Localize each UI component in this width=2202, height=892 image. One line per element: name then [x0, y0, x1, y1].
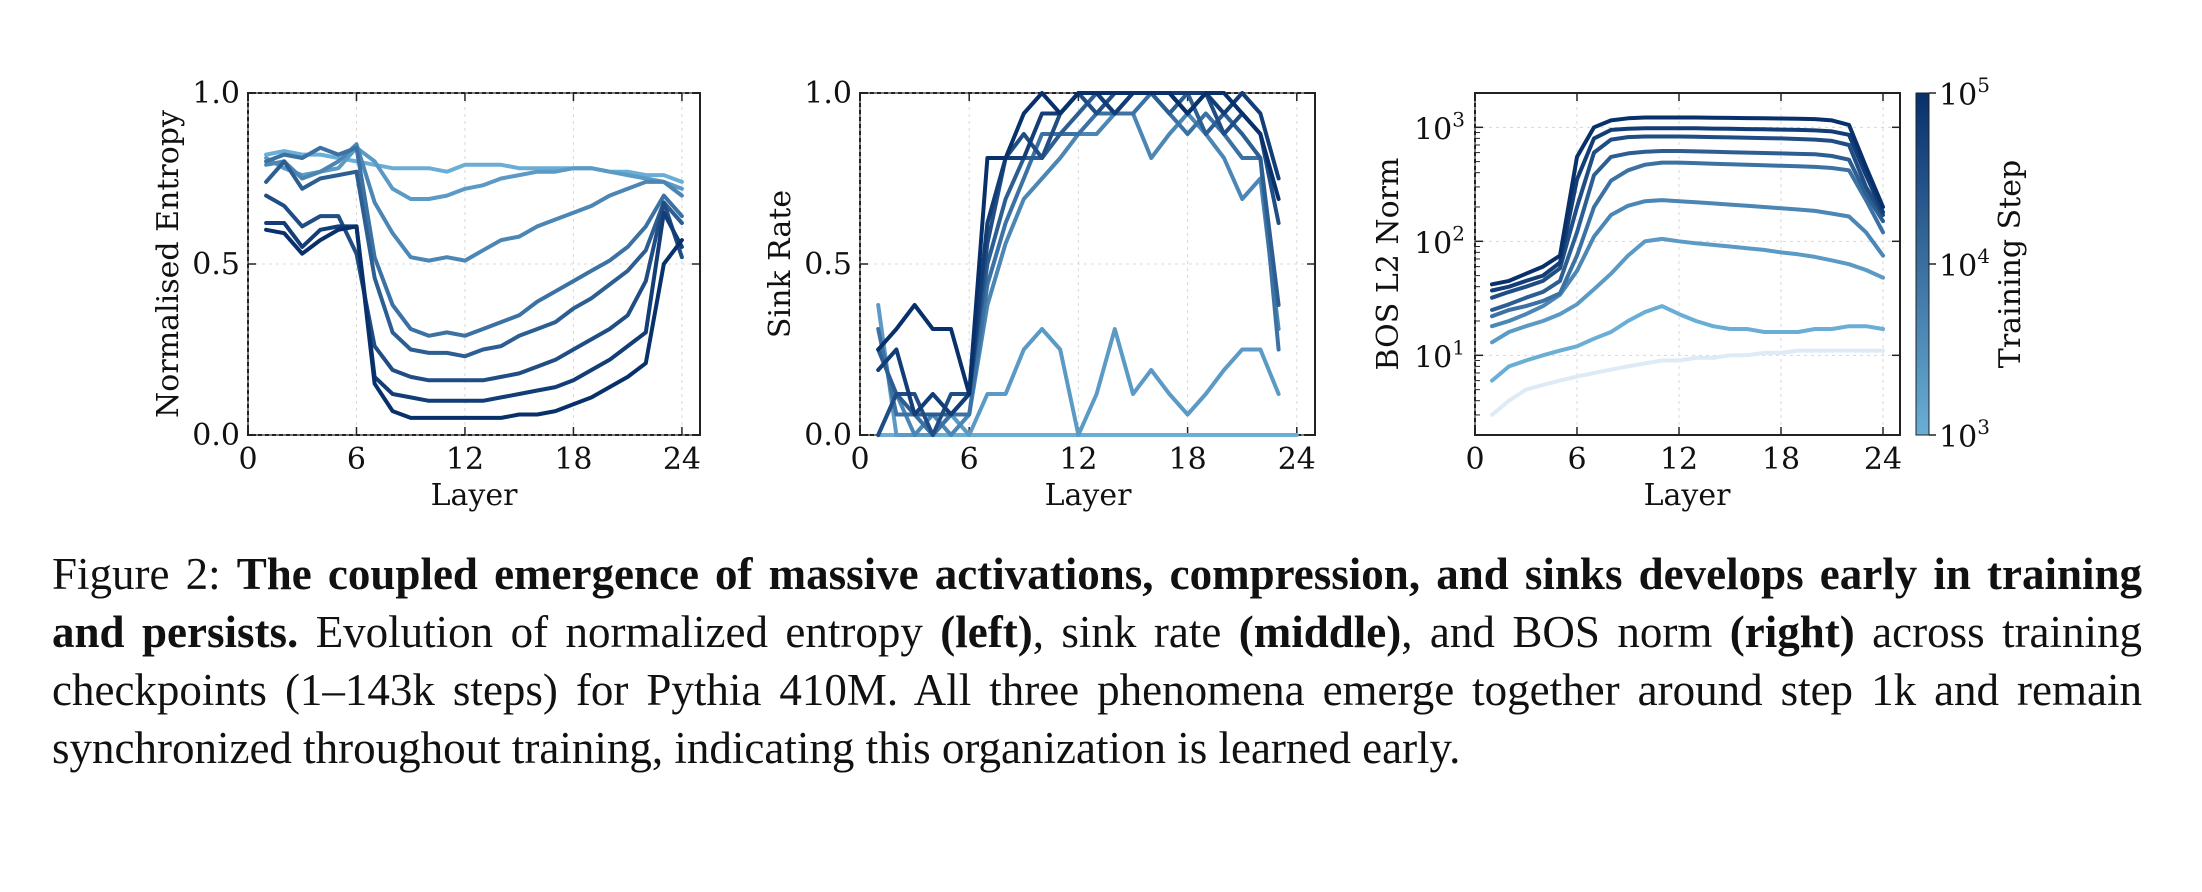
series-line — [1490, 304, 1885, 383]
caption-figure-label: Figure 2: — [52, 549, 221, 599]
series-line — [1490, 126, 1885, 293]
series-line — [876, 91, 1281, 396]
entropy-ylabel: Normalised Entropy — [151, 110, 186, 418]
series-line — [264, 145, 684, 338]
caption-bold-title: The coupled emergence of massive activat… — [52, 549, 2143, 657]
caption-text-1: Evolution of normalized entropy — [315, 607, 923, 657]
y-tick-label: 102 — [1414, 221, 1465, 261]
entropy-lines — [264, 142, 684, 420]
y-tick-label: 0.0 — [804, 418, 852, 453]
caption-text-5: across training checkpoints (1–143k step… — [52, 607, 2143, 773]
colorbar-tick-label: 103 — [1939, 415, 1990, 455]
series-line — [264, 159, 684, 359]
series-line — [264, 210, 684, 403]
series-line — [876, 91, 1281, 417]
colorbar-tick-label: 104 — [1939, 244, 1990, 284]
x-tick-label: 24 — [1278, 442, 1316, 477]
x-tick-label: 18 — [1169, 442, 1207, 477]
x-tick-label: 12 — [1660, 442, 1698, 477]
sink-ticks: 0 6 12 18 24 0.0 0.5 1.0 — [804, 76, 1316, 477]
bos-lines — [1490, 115, 1885, 417]
x-tick-label: 0 — [238, 442, 257, 477]
y-tick-label: 0.5 — [192, 247, 240, 282]
x-tick-label: 24 — [1864, 442, 1902, 477]
bos-ticks: 0 6 12 18 24 101 102 103 — [1414, 93, 1902, 477]
series-line — [264, 142, 684, 263]
entropy-ticks: 0 6 12 18 24 0.0 0.5 1.0 — [192, 76, 701, 477]
y-tick-label: 103 — [1414, 107, 1465, 147]
series-line — [264, 145, 684, 201]
y-tick-label: 1.0 — [192, 76, 240, 111]
caption-bos-word: BOS — [1512, 607, 1600, 657]
caption-text-4: norm — [1617, 607, 1713, 657]
series-line — [876, 91, 1281, 437]
colorbar-ticks: 105 104 103 — [1929, 73, 1990, 455]
colorbar-label: Training Step — [1993, 160, 2028, 368]
series-line — [1490, 134, 1885, 300]
bos-axes-frame — [1474, 92, 1901, 436]
series-line — [876, 111, 1281, 437]
x-tick-label: 0 — [1465, 442, 1484, 477]
colorbar: 105 104 103 Training Step — [1915, 73, 2028, 455]
figure: 0 6 12 18 24 0.0 0.5 1.0 Layer Normalised Entro… — [151, 73, 2028, 513]
caption-text-2: , sink rate — [1032, 607, 1222, 657]
series-line — [1490, 348, 1885, 417]
x-tick-label: 0 — [850, 442, 869, 477]
sink-panel: 0 6 12 18 24 0.0 0.5 1.0 Layer Sink Rate — [763, 76, 1316, 513]
colorbar-gradient — [1915, 92, 1930, 436]
series-line — [1490, 160, 1885, 319]
x-tick-label: 12 — [446, 442, 484, 477]
caption-middle-label: (middle) — [1238, 607, 1402, 657]
sink-xlabel: Layer — [1045, 478, 1133, 513]
bos-ylabel: BOS L2 Norm — [1371, 158, 1406, 371]
sink-grid — [859, 92, 1315, 436]
series-line — [1490, 149, 1885, 312]
x-tick-label: 6 — [1567, 442, 1586, 477]
y-tick-label: 0.0 — [192, 418, 240, 453]
series-line — [1490, 115, 1885, 287]
bos-panel: 0 6 12 18 24 101 102 103 Layer BOS L2 Norm — [1371, 92, 1902, 513]
series-line — [1490, 236, 1885, 345]
x-tick-label: 6 — [960, 442, 979, 477]
series-line — [264, 224, 684, 420]
series-line — [264, 193, 684, 383]
x-tick-label: 18 — [554, 442, 592, 477]
caption-text-3: , and — [1401, 607, 1495, 657]
entropy-xlabel: Layer — [431, 478, 519, 513]
colorbar-tick-label: 105 — [1939, 73, 1990, 113]
bos-xlabel: Layer — [1644, 478, 1732, 513]
caption-left-label: (left) — [940, 607, 1033, 657]
entropy-panel: 0 6 12 18 24 0.0 0.5 1.0 Layer Normalised Entro… — [151, 76, 701, 513]
x-tick-label: 24 — [663, 442, 701, 477]
x-tick-label: 18 — [1762, 442, 1800, 477]
x-tick-label: 6 — [347, 442, 366, 477]
x-tick-label: 12 — [1059, 442, 1097, 477]
y-tick-label: 101 — [1414, 335, 1465, 375]
figure-caption: Figure 2: The coupled emergence of massi… — [52, 545, 2142, 777]
y-tick-label: 0.5 — [804, 247, 852, 282]
bos-grid — [1474, 93, 1900, 435]
y-tick-label: 1.0 — [804, 76, 852, 111]
sink-lines — [876, 91, 1299, 437]
sink-ylabel: Sink Rate — [763, 190, 798, 338]
caption-right-label: (right) — [1729, 607, 1855, 657]
